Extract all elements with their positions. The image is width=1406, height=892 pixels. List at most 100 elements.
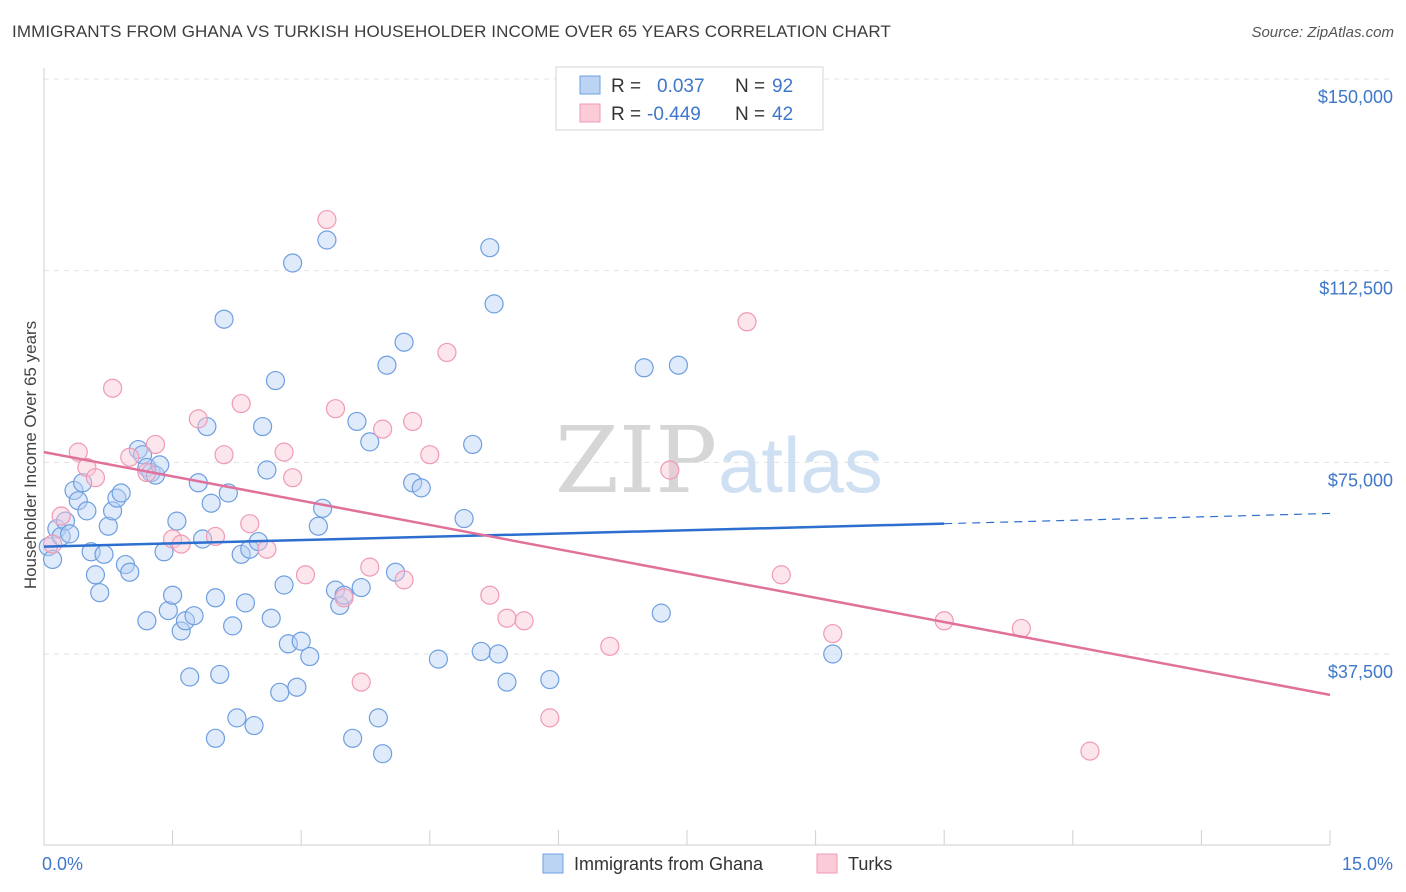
turks-point-17: [274, 442, 294, 462]
stats-legend: R = 0.037 N = 92 R = -0.449 N = 42: [555, 66, 824, 131]
ghana-point-58: [291, 631, 311, 651]
ghana-point-84: [497, 672, 517, 692]
turks-point-26: [394, 570, 414, 590]
ghana-points: [38, 230, 843, 764]
ghana-point-88: [668, 355, 689, 375]
ghana-point-57: [287, 677, 307, 697]
ghana-point-82: [484, 294, 504, 314]
ghana-point-69: [360, 432, 380, 452]
ghana-point-74: [394, 332, 414, 352]
bottom-legend-turks: Turks: [848, 854, 892, 874]
legend-swatch-ghana: [579, 75, 601, 95]
turks-point-33: [540, 708, 560, 728]
turks-point-15: [240, 514, 260, 534]
ghana-point-85: [540, 669, 560, 690]
turks-point-41: [1080, 741, 1100, 761]
ghana-point-49: [253, 416, 273, 437]
ghana-point-13: [94, 544, 114, 564]
ghana-point-15: [102, 501, 123, 521]
legend-swatch-turks: [579, 103, 601, 123]
ghana-point-37: [201, 493, 221, 513]
bottom-legend-swatch-ghana: [542, 853, 564, 874]
turks-point-30: [480, 585, 500, 605]
x-tick-label-1: 15.0%: [1342, 854, 1393, 874]
y-tick-label-0: $37,500: [1328, 662, 1393, 682]
turks-point-0: [42, 534, 63, 554]
ghana-trend-line: [43, 522, 945, 548]
ghana-point-87: [651, 603, 671, 623]
legend-r-label-ghana: R =: [611, 76, 641, 97]
y-tick-label-2: $112,500: [1319, 279, 1393, 299]
turks-point-27: [403, 411, 423, 432]
ghana-point-5: [60, 524, 80, 544]
ghana-point-28: [163, 585, 183, 605]
ghana-point-40: [214, 309, 234, 329]
ghana-point-29: [167, 511, 187, 531]
ghana-point-60: [308, 516, 328, 536]
ghana-point-52: [265, 370, 286, 391]
chart-title: IMMIGRANTS FROM GHANA VS TURKISH HOUSEHO…: [12, 22, 891, 41]
ghana-point-78: [454, 508, 474, 529]
ghana-point-90: [205, 728, 226, 748]
trend-lines: [43, 450, 1331, 697]
ghana-point-50: [257, 460, 277, 480]
ghana-point-72: [377, 355, 397, 375]
legend-r-value-turks: -0.449: [647, 104, 701, 125]
ghana-point-53: [270, 682, 290, 702]
ghana-point-91: [137, 611, 157, 631]
ghana-point-67: [347, 411, 367, 432]
turks-point-21: [325, 399, 346, 419]
turks-point-13: [214, 445, 234, 465]
y-tick-label-1: $75,000: [1328, 470, 1393, 490]
legend-n-value-turks: 42: [772, 104, 793, 125]
ghana-point-61: [313, 498, 333, 518]
ghana-point-83: [488, 644, 508, 664]
ghana-point-33: [184, 606, 204, 626]
ghana-point-77: [428, 649, 448, 669]
ghana-point-14: [98, 516, 118, 536]
ghana-point-81: [480, 238, 500, 258]
ghana-point-1: [42, 549, 63, 570]
turks-point-25: [373, 419, 393, 439]
ghana-point-59: [300, 646, 320, 667]
turks-point-1: [51, 506, 71, 526]
ghana-point-12: [90, 583, 110, 603]
turks-point-29: [437, 342, 457, 363]
turks-point-28: [420, 445, 440, 465]
watermark-atlas: atlas: [718, 421, 883, 509]
turks-point-11: [188, 409, 208, 429]
ghana-point-71: [373, 744, 393, 764]
source-label: Source: ZipAtlas.com: [1251, 24, 1394, 41]
turks-point-22: [334, 588, 354, 608]
turks-point-23: [351, 672, 371, 692]
ghana-point-47: [244, 715, 264, 736]
ghana-point-51: [261, 608, 281, 628]
x-tick-labels: 0.0% 15.0%: [42, 854, 1393, 874]
legend-n-label-turks: N =: [735, 104, 765, 125]
turks-point-20: [317, 209, 337, 230]
ghana-point-11: [85, 565, 106, 585]
legend-n-label-ghana: N =: [735, 76, 765, 97]
ghana-point-62: [317, 230, 337, 250]
y-tick-label-3: $150,000: [1318, 87, 1393, 107]
ghana-point-86: [634, 358, 654, 378]
turks-point-37: [771, 565, 791, 585]
turks-point-4: [85, 468, 106, 488]
turks-point-31: [497, 608, 517, 628]
turks-points: [42, 209, 1100, 761]
ghana-point-30: [171, 621, 191, 641]
ghana-point-80: [471, 641, 491, 662]
legend-r-label-turks: R =: [611, 104, 641, 125]
ghana-point-79: [463, 434, 483, 455]
legend-n-value-ghana: 92: [772, 76, 793, 97]
turks-point-38: [823, 623, 843, 644]
turks-point-6: [120, 447, 140, 467]
ghana-point-38: [205, 588, 226, 608]
ghana-point-76: [411, 478, 431, 498]
turks-point-34: [600, 636, 620, 656]
ghana-point-8: [72, 473, 93, 493]
turks-point-24: [360, 557, 380, 577]
ghana-point-27: [158, 600, 178, 621]
y-axis-label: Householder Income Over 65 years: [21, 321, 40, 589]
ghana-point-68: [351, 577, 371, 598]
